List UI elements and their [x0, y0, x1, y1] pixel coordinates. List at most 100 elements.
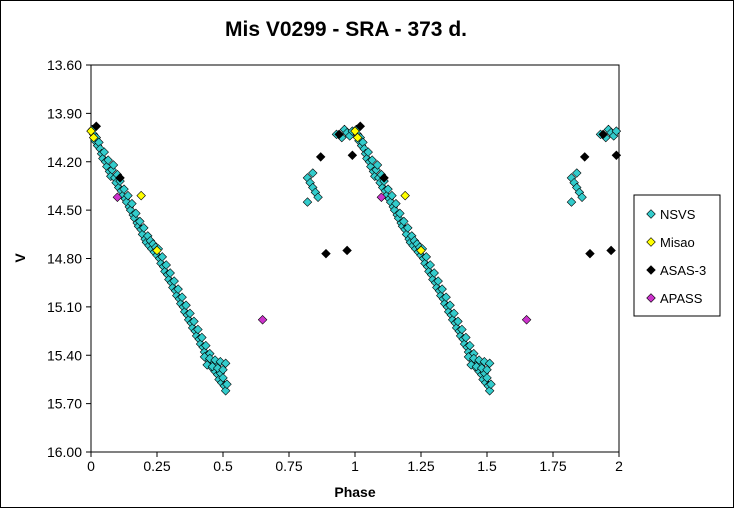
- data-point: [372, 160, 383, 170]
- data-point: [486, 379, 496, 389]
- data-point: [302, 197, 313, 207]
- data-point: [173, 284, 183, 294]
- x-axis: 0 0.25 0.5 0.75 1 1.25 1.5 1.75 2: [87, 452, 623, 474]
- data-point: [379, 173, 389, 183]
- data-point: [566, 197, 577, 207]
- data-point: [421, 252, 432, 262]
- data-point: [315, 152, 326, 162]
- data-point: [391, 198, 401, 209]
- legend: NSVS Misao ASAS-3 APASS: [633, 194, 721, 317]
- data-point: [199, 352, 210, 362]
- data-point: [193, 324, 203, 335]
- data-point: [201, 340, 211, 351]
- data-point: [222, 379, 232, 389]
- data-point: [218, 365, 228, 375]
- data-point: [347, 150, 358, 161]
- data-point: [395, 208, 405, 219]
- data-point: [579, 152, 590, 162]
- y-tick-label: 16.00: [47, 444, 82, 460]
- data-point: [123, 190, 133, 201]
- data-points: [86, 121, 622, 396]
- legend-marker: [646, 209, 656, 219]
- chart-title: Mis V0299 - SRA - 373 d.: [225, 18, 467, 41]
- data-point: [350, 126, 360, 136]
- data-point: [355, 121, 366, 131]
- data-point: [363, 147, 373, 157]
- data-point: [152, 245, 162, 256]
- data-point: [482, 373, 492, 383]
- legend-entry: ASAS-3: [660, 263, 706, 278]
- data-point: [202, 360, 212, 370]
- y-tick-label: 13.90: [47, 105, 82, 121]
- data-point: [461, 332, 471, 343]
- data-point: [416, 245, 426, 256]
- data-point: [598, 129, 608, 140]
- data-point: [387, 190, 397, 201]
- data-point: [352, 132, 363, 143]
- data-point: [433, 276, 443, 286]
- data-point: [88, 132, 99, 143]
- y-tick-label: 15.70: [47, 396, 82, 412]
- data-point: [115, 173, 125, 183]
- y-axis-label: V: [12, 253, 28, 263]
- y-axis: 13.60 13.90 14.20 14.50 14.80 15.10 15.40 15.70…: [47, 57, 91, 460]
- y-tick-label: 14.80: [47, 251, 82, 267]
- data-point: [482, 365, 492, 375]
- data-point: [308, 168, 318, 178]
- data-point: [474, 355, 484, 365]
- data-point: [400, 190, 410, 201]
- data-point: [572, 168, 582, 178]
- legend-entry: NSVS: [660, 207, 696, 222]
- data-point: [99, 147, 109, 157]
- y-tick-label: 14.20: [47, 154, 82, 170]
- data-point: [91, 121, 102, 131]
- data-point: [437, 284, 447, 294]
- data-point: [342, 245, 352, 256]
- data-point: [165, 268, 175, 278]
- data-point: [463, 352, 474, 362]
- series-asas-3: [91, 121, 622, 259]
- data-point: [334, 129, 344, 140]
- data-point: [135, 216, 145, 227]
- x-tick-label: 1.5: [477, 458, 497, 474]
- y-tick-label: 15.10: [47, 299, 82, 315]
- data-point: [127, 198, 137, 209]
- x-tick-label: 2: [615, 458, 623, 474]
- data-point: [445, 300, 455, 310]
- data-point: [521, 315, 532, 325]
- x-tick-label: 1: [351, 458, 359, 474]
- data-point: [585, 248, 595, 259]
- data-point: [86, 126, 96, 136]
- data-point: [457, 324, 467, 335]
- data-point: [606, 245, 616, 256]
- data-point: [257, 315, 268, 325]
- x-tick-label: 1.25: [407, 458, 434, 474]
- data-point: [189, 316, 199, 327]
- x-tick-label: 0.75: [275, 458, 302, 474]
- data-point: [611, 150, 622, 161]
- data-point: [108, 160, 119, 170]
- legend-entry: Misao: [660, 235, 695, 250]
- data-point: [185, 308, 195, 319]
- x-tick-label: 1.75: [539, 458, 566, 474]
- legend-marker: [646, 293, 656, 303]
- series-apass: [112, 192, 532, 325]
- data-point: [181, 300, 191, 310]
- data-point: [466, 360, 476, 370]
- y-tick-label: 13.60: [47, 57, 82, 73]
- data-point: [220, 386, 231, 396]
- data-point: [136, 190, 146, 201]
- data-point: [103, 155, 113, 165]
- data-point: [220, 358, 231, 369]
- data-point: [157, 252, 168, 262]
- data-point: [112, 192, 123, 202]
- data-point: [376, 192, 387, 202]
- x-tick-label: 0: [87, 458, 95, 474]
- data-point: [107, 165, 117, 175]
- data-point: [453, 316, 463, 327]
- data-point: [161, 260, 171, 270]
- data-point: [425, 260, 435, 270]
- data-point: [469, 353, 479, 364]
- legend-marker: [646, 237, 656, 247]
- x-tick-label: 0.25: [143, 458, 170, 474]
